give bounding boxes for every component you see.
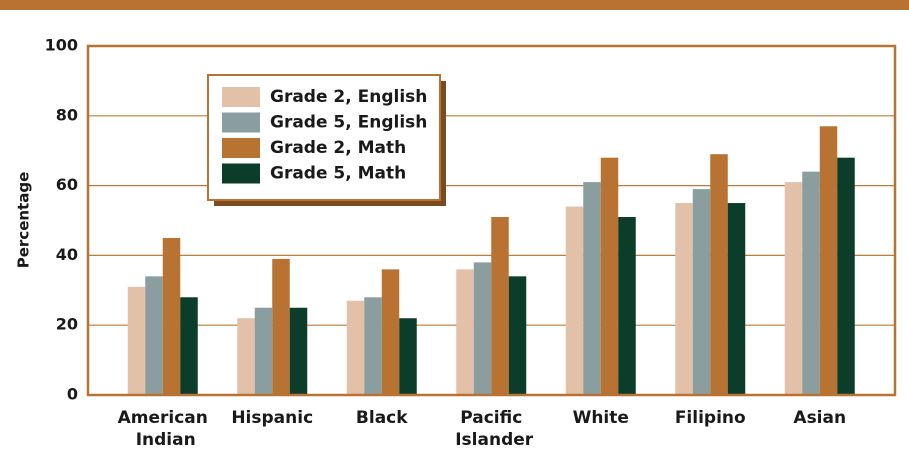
legend-swatch — [222, 87, 260, 107]
bar — [473, 262, 492, 395]
y-tick-label: 80 — [56, 105, 78, 124]
bar — [508, 276, 527, 395]
y-tick-label: 40 — [56, 245, 78, 264]
bar — [456, 269, 474, 395]
x-tick-label: Pacific Islander — [449, 408, 533, 450]
bar — [399, 318, 417, 395]
top-band — [0, 0, 909, 10]
x-tick-label: White — [573, 408, 629, 428]
legend-label: Grade 5, English — [270, 113, 427, 133]
bar — [583, 182, 601, 395]
legend-swatch — [222, 163, 260, 184]
bar — [272, 258, 290, 395]
legend-swatch — [222, 138, 260, 158]
legend-label: Grade 2, English — [270, 87, 427, 107]
bar — [162, 237, 181, 395]
y-axis-label: Percentage — [15, 172, 33, 269]
bar — [491, 217, 509, 395]
y-tick-label: 100 — [45, 36, 78, 55]
plot-border — [86, 44, 897, 397]
bar — [692, 189, 711, 395]
bar — [180, 297, 198, 395]
bar — [784, 182, 803, 395]
bar — [675, 203, 693, 395]
x-tick-label: Filipino — [675, 408, 746, 428]
bar — [819, 126, 838, 396]
legend-label: Grade 5, Math — [270, 164, 406, 184]
bar — [710, 154, 728, 395]
bar — [127, 286, 146, 395]
bar — [837, 157, 855, 395]
bar — [145, 276, 163, 395]
bar — [254, 307, 273, 395]
y-tick-label: 60 — [56, 175, 78, 194]
bar — [346, 300, 365, 395]
bar — [381, 269, 400, 395]
bar — [600, 157, 619, 395]
bar — [289, 307, 308, 395]
bar — [618, 217, 636, 395]
bar — [802, 171, 820, 395]
x-tick-label: Hispanic — [231, 408, 313, 428]
x-tick-label: Asian — [793, 408, 846, 428]
y-tick-label: 20 — [56, 315, 78, 334]
bar — [364, 297, 382, 395]
x-tick-label: Black — [356, 408, 408, 428]
bar — [565, 206, 584, 395]
bar — [237, 318, 255, 395]
x-tick-label: American Indian — [118, 408, 208, 450]
legend-label: Grade 2, Math — [270, 138, 406, 158]
bar — [727, 203, 746, 395]
legend-swatch — [222, 112, 260, 133]
y-tick-label: 0 — [67, 385, 78, 404]
